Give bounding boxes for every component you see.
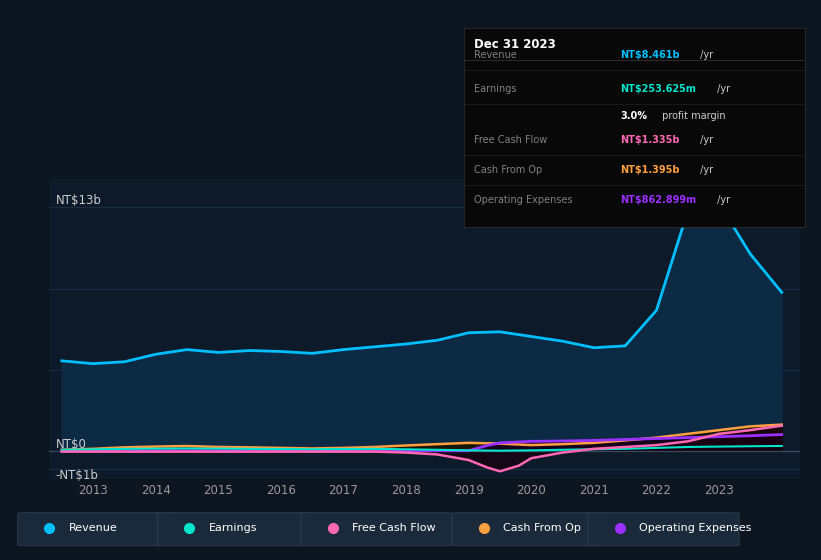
Text: NT$8.461b: NT$8.461b [621, 50, 681, 60]
Text: Cash From Op: Cash From Op [503, 523, 581, 533]
Text: /yr: /yr [714, 83, 731, 94]
Text: NT$1.395b: NT$1.395b [621, 165, 680, 175]
Text: Cash From Op: Cash From Op [474, 165, 543, 175]
FancyBboxPatch shape [588, 512, 739, 546]
Text: /yr: /yr [714, 195, 731, 205]
FancyBboxPatch shape [18, 512, 169, 546]
FancyBboxPatch shape [158, 512, 309, 546]
Text: Operating Expenses: Operating Expenses [474, 195, 573, 205]
Text: NT$862.899m: NT$862.899m [621, 195, 697, 205]
Text: /yr: /yr [697, 50, 713, 60]
Text: NT$253.625m: NT$253.625m [621, 83, 696, 94]
Text: NT$0: NT$0 [56, 438, 86, 451]
Text: /yr: /yr [697, 165, 713, 175]
Text: NT$13b: NT$13b [56, 194, 102, 207]
Text: Operating Expenses: Operating Expenses [640, 523, 752, 533]
Text: Dec 31 2023: Dec 31 2023 [474, 38, 556, 51]
Text: /yr: /yr [697, 136, 713, 146]
FancyBboxPatch shape [452, 512, 603, 546]
Text: Free Cash Flow: Free Cash Flow [352, 523, 436, 533]
Text: Revenue: Revenue [69, 523, 118, 533]
Text: -NT$1b: -NT$1b [56, 469, 99, 482]
Text: Earnings: Earnings [209, 523, 257, 533]
FancyBboxPatch shape [301, 512, 452, 546]
Text: Earnings: Earnings [474, 83, 516, 94]
Text: Free Cash Flow: Free Cash Flow [474, 136, 548, 146]
Text: 3.0%: 3.0% [621, 111, 648, 122]
Text: profit margin: profit margin [658, 111, 726, 122]
Text: NT$1.335b: NT$1.335b [621, 136, 680, 146]
Text: Revenue: Revenue [474, 50, 517, 60]
